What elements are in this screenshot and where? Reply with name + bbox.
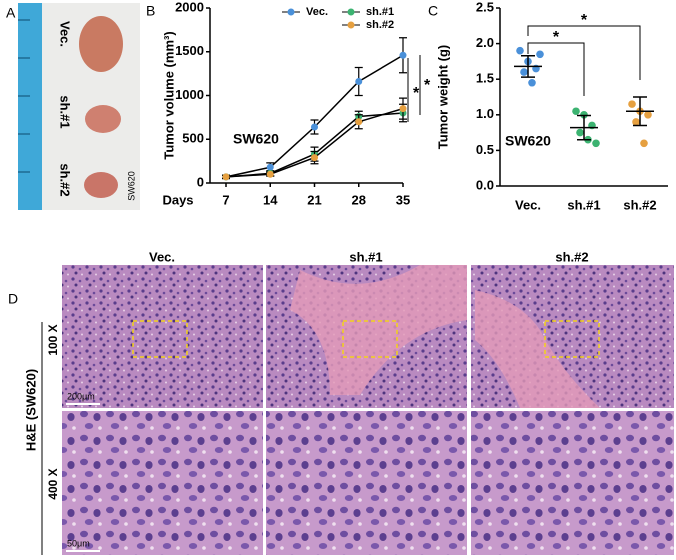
histology-image: [62, 411, 263, 555]
tumor-label: sh.#2: [58, 163, 73, 196]
stroma: [475, 290, 600, 408]
y-tick-label: 1500: [175, 43, 204, 58]
dot: [628, 100, 636, 108]
marker: [355, 78, 363, 85]
x-tick-label: 7: [222, 192, 229, 207]
dot: [644, 111, 652, 119]
tumor-label: sh.#1: [58, 95, 73, 128]
legend-label: sh.#2: [366, 19, 394, 31]
annotation: SW620: [505, 133, 551, 149]
legend-marker: [347, 21, 355, 29]
tumor: [79, 16, 123, 72]
column-header: sh.#1: [349, 249, 382, 264]
marker: [355, 118, 363, 126]
cell-line: SW620: [126, 171, 136, 201]
scale-label: 50μm: [67, 538, 90, 548]
y-tick-label: 500: [182, 131, 204, 146]
marker: [311, 154, 318, 162]
x-tick-label: 35: [396, 192, 410, 207]
histology-image: [62, 265, 263, 408]
stroma: [290, 265, 467, 395]
panel-letter: C: [428, 3, 438, 19]
panel-letter: D: [8, 291, 18, 307]
sig-star: *: [553, 29, 560, 46]
annotation: SW620: [233, 131, 279, 147]
histology-grid: 200μm 50μm: [62, 265, 674, 555]
error-bar: [633, 96, 647, 127]
legend-marker: [287, 8, 295, 16]
dot: [516, 46, 524, 55]
ruler: [18, 3, 42, 210]
y-tick-label: 2.0: [476, 35, 494, 50]
column-header: sh.#2: [555, 249, 588, 264]
x-tick-label: sh.#2: [623, 197, 656, 212]
x-tick-label: 21: [307, 192, 321, 207]
zoom-box: [544, 320, 600, 358]
column-header: Vec.: [149, 249, 175, 264]
y-tick-label: 0.0: [476, 177, 494, 192]
panel-letter: B: [146, 3, 155, 19]
marker: [311, 123, 318, 131]
dot: [640, 139, 648, 148]
scale-label: 200μm: [67, 391, 95, 401]
tumor: [84, 172, 118, 198]
dot: [572, 107, 580, 116]
error-bar: [577, 114, 591, 141]
sig-bracket: [527, 25, 641, 80]
legend-label: sh.#1: [366, 6, 394, 18]
dot: [520, 68, 528, 76]
marker: [399, 105, 407, 113]
y-tick-label: 1.5: [476, 71, 494, 86]
x-axis-label: Days: [162, 192, 193, 207]
sig-star: *: [424, 77, 431, 94]
x-tick-label: Vec.: [515, 197, 541, 212]
dot: [536, 50, 544, 59]
y-tick-label: 0.5: [476, 142, 494, 157]
legend-marker: [347, 8, 355, 16]
y-axis-label: Tumor volume (mm³): [161, 31, 176, 159]
y-tick-label: 1000: [175, 87, 204, 102]
tumor: [85, 105, 121, 133]
y-tick-label: 1.0: [476, 106, 494, 121]
ruler-ticks: [18, 19, 30, 173]
stain-label: H&E (SW620): [23, 369, 38, 451]
x-tick-label: sh.#1: [567, 197, 600, 212]
marker: [266, 163, 274, 171]
dot: [528, 78, 536, 87]
dot: [632, 118, 640, 126]
histology-image: [471, 411, 674, 555]
histology-image: [266, 411, 467, 555]
y-tick-label: 0: [197, 174, 204, 189]
sig-bracket: [527, 42, 585, 96]
marker: [399, 51, 407, 59]
y-tick-label: 2.5: [476, 0, 494, 14]
marker: [222, 173, 230, 181]
row-label: 400 X: [46, 468, 60, 499]
sig-star: *: [581, 12, 588, 29]
dot: [592, 139, 600, 148]
tumor-label: Vec.: [58, 21, 73, 47]
dot: [576, 128, 584, 137]
error-bar: [521, 54, 535, 78]
y-axis-label: Tumor weight (g): [435, 45, 450, 149]
marker: [266, 170, 274, 178]
panel-letter: A: [6, 5, 16, 21]
row-label: 100 X: [46, 324, 60, 355]
zoom-box: [132, 320, 188, 358]
x-tick-label: 28: [352, 192, 366, 207]
sig-star: *: [413, 85, 420, 102]
x-tick-label: 14: [263, 192, 278, 207]
zoom-box: [342, 320, 398, 358]
y-tick-label: 2000: [175, 0, 204, 14]
legend-label: Vec.: [306, 6, 328, 18]
